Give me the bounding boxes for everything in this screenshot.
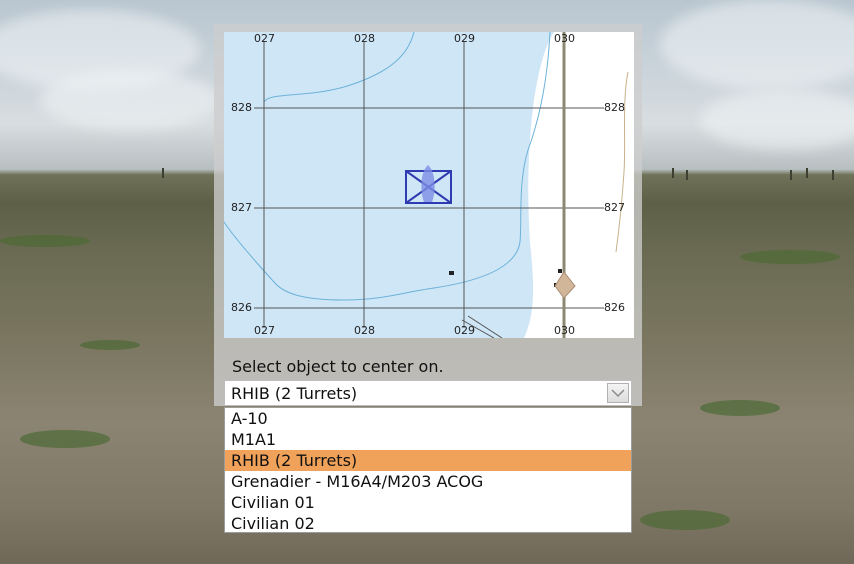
grid-label-top: 028	[354, 32, 375, 45]
distant-tree	[672, 168, 674, 178]
grid-label-left: 827	[231, 201, 252, 214]
grid-label-right: 826	[604, 301, 625, 314]
grass-patch	[80, 340, 140, 350]
grid-label-bottom: 030	[554, 324, 575, 337]
option-a10[interactable]: A-10	[231, 409, 268, 428]
water-edge	[263, 32, 415, 103]
grass-patch	[0, 235, 90, 247]
dropdown-toggle-button[interactable]	[607, 383, 629, 403]
distant-tree	[832, 170, 834, 180]
map-object-marker	[558, 269, 562, 273]
cloud	[660, 0, 854, 90]
distant-tree	[806, 168, 808, 178]
cloud	[40, 70, 220, 130]
distant-tree	[162, 168, 164, 178]
grass-patch	[700, 400, 780, 416]
distant-tree	[790, 170, 792, 180]
grid-label-top: 029	[454, 32, 475, 45]
grid-label-left: 828	[231, 101, 252, 114]
map-object-marker	[449, 271, 454, 275]
grass-patch	[740, 250, 840, 264]
chevron-down-icon	[611, 389, 625, 398]
cloud	[700, 90, 854, 150]
unit-symbol-icon[interactable]	[405, 165, 452, 204]
grid-label-bottom: 028	[354, 324, 375, 337]
option-civilian-02[interactable]: Civilian 02	[231, 514, 315, 533]
grid-label-right: 828	[604, 101, 625, 114]
map-canvas	[224, 32, 629, 338]
grid-label-top: 027	[254, 32, 275, 45]
object-select[interactable]: RHIB (2 Turrets)	[224, 380, 632, 406]
grid-label-top: 030	[554, 32, 575, 45]
water-area	[224, 32, 554, 338]
shoreline	[224, 32, 551, 301]
option-civilian-01[interactable]: Civilian 01	[231, 493, 315, 512]
grid-label-bottom: 029	[454, 324, 475, 337]
option-m1a1[interactable]: M1A1	[231, 430, 277, 449]
coast-line	[615, 71, 629, 253]
select-current-value: RHIB (2 Turrets)	[231, 384, 358, 403]
pier	[461, 315, 503, 338]
distant-tree	[686, 170, 688, 180]
select-prompt-label: Select object to center on.	[232, 357, 444, 376]
grid-label-left: 826	[231, 301, 252, 314]
grass-patch	[640, 510, 730, 530]
option-grenadier[interactable]: Grenadier - M16A4/M203 ACOG	[231, 472, 484, 491]
grid-label-right: 827	[604, 201, 625, 214]
building-icon	[554, 271, 576, 299]
grid-label-bottom: 027	[254, 324, 275, 337]
object-option-list[interactable]: A-10 M1A1 RHIB (2 Turrets) Grenadier - M…	[224, 407, 632, 533]
option-rhib[interactable]: RHIB (2 Turrets)	[225, 450, 631, 471]
map-view[interactable]: 027 028 029 030 027 028 029 030 828 827 …	[224, 32, 634, 338]
grass-patch	[20, 430, 110, 448]
